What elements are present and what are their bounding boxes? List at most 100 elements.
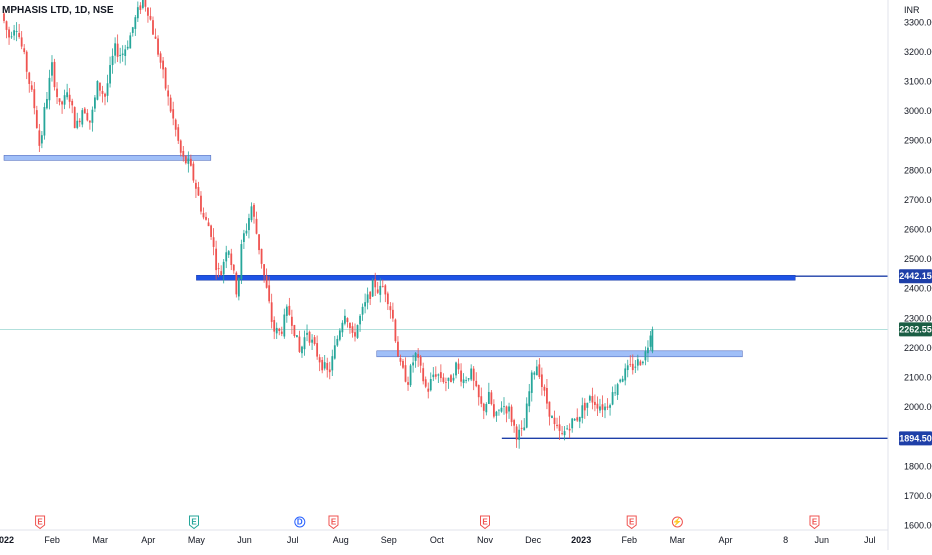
y-tick-label: 2100.00	[904, 373, 932, 383]
candle-75	[192, 161, 195, 183]
candle-68	[174, 118, 177, 137]
candle-126	[321, 356, 324, 374]
candle-body	[599, 406, 601, 411]
candle-body	[154, 36, 157, 39]
event-marker-dividend[interactable]: D	[294, 516, 306, 528]
candle-108	[275, 322, 278, 339]
time-axis[interactable]: 2022 Feb Mar Apr May Jun Jul Aug Sep Oct Nov Dec 202…	[0, 535, 876, 545]
event-marker-split[interactable]: E	[188, 515, 199, 530]
y-tick-label: 3100.00	[904, 77, 932, 87]
candle-body	[626, 365, 629, 371]
event-marker-earnings[interactable]: E	[626, 515, 637, 530]
x-tick-label: Jul	[864, 535, 876, 545]
candle-body	[99, 82, 101, 91]
candle-87	[222, 259, 225, 284]
candle-15	[40, 131, 43, 149]
candle-154	[391, 302, 394, 322]
event-shape	[626, 515, 637, 530]
candle-134	[341, 320, 344, 337]
candle-body	[487, 391, 490, 404]
event-marker-earnings[interactable]: E	[35, 515, 46, 530]
candle-49	[126, 40, 129, 51]
candle-body	[3, 13, 5, 21]
event-shape	[671, 516, 683, 528]
candle-129	[328, 361, 331, 380]
candle-body	[134, 17, 137, 29]
event-marker-earnings[interactable]: E	[809, 515, 820, 530]
candle-body	[63, 95, 66, 105]
candle-body	[313, 337, 316, 344]
candle-13	[35, 105, 38, 129]
candle-body	[328, 369, 331, 373]
candle-181	[460, 363, 462, 387]
event-marker-earnings[interactable]: E	[328, 515, 339, 530]
candle-body	[548, 401, 551, 417]
y-tick-label: 3200.00	[904, 47, 932, 57]
candle-255	[647, 340, 649, 363]
level-band-0[interactable]	[3, 155, 212, 161]
candle-body	[13, 30, 16, 36]
candle-123	[313, 334, 316, 346]
candle-139	[354, 323, 356, 342]
candle-86	[220, 265, 223, 276]
candle-body	[528, 391, 531, 407]
level-band-3[interactable]	[376, 350, 743, 358]
price-axis[interactable]: 1600.001700.001800.001900.002000.002100.…	[904, 17, 932, 530]
x-tick-label: 8	[783, 535, 788, 545]
candle-body	[192, 163, 195, 181]
candle-190	[482, 402, 485, 420]
event-marker-earnings[interactable]: ⚡	[671, 516, 683, 528]
candle-body	[164, 67, 167, 89]
candle-body	[326, 363, 329, 370]
candle-body	[159, 53, 162, 63]
candle-197	[500, 401, 503, 413]
candle-body	[515, 426, 518, 440]
y-tick-label: 3300.00	[904, 17, 932, 27]
candle-body	[417, 354, 420, 358]
x-tick-label: 2022	[0, 535, 14, 545]
candle-body	[641, 361, 644, 364]
candle-body	[634, 366, 637, 368]
price-label-bg	[899, 322, 932, 337]
level-band-1[interactable]	[196, 274, 796, 281]
candle-body	[450, 375, 452, 383]
candle-body	[88, 120, 91, 123]
candle-241	[611, 386, 614, 406]
event-glyph: E	[482, 518, 488, 527]
candle-last	[651, 326, 654, 354]
candle-173	[439, 364, 442, 383]
candle-216	[548, 401, 551, 426]
candle-175	[445, 377, 447, 392]
candle-198	[503, 397, 505, 415]
candle-162	[412, 354, 414, 373]
candle-body	[248, 218, 250, 231]
x-tick-label: Mar	[670, 535, 686, 545]
candle-121	[308, 330, 311, 346]
event-shape	[188, 515, 199, 530]
candle-body	[553, 417, 556, 425]
candle-body	[268, 285, 271, 302]
y-tick-label: 1700.00	[904, 491, 932, 501]
candle-106	[270, 293, 273, 329]
candle-44	[114, 37, 117, 64]
candle-254	[644, 346, 647, 366]
candle-14	[38, 123, 41, 152]
candle-body	[619, 379, 622, 382]
candle-body	[308, 331, 311, 343]
candle-body	[94, 97, 96, 109]
candle-body	[513, 420, 516, 426]
candle-body	[306, 332, 308, 335]
candle-33	[86, 109, 89, 122]
candle-body	[152, 20, 154, 35]
candle-200	[508, 402, 510, 419]
candle-250	[634, 360, 637, 374]
candle-body	[48, 77, 51, 101]
candle-180	[457, 358, 460, 374]
candle-body	[46, 98, 48, 109]
candle-148	[376, 281, 379, 295]
event-marker-earnings[interactable]: E	[480, 515, 490, 530]
candle-body	[523, 427, 526, 431]
candle-32	[83, 107, 86, 114]
